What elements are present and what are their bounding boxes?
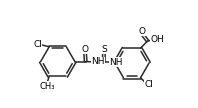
Text: OH: OH bbox=[151, 35, 165, 44]
Text: O: O bbox=[138, 27, 145, 36]
Text: Cl: Cl bbox=[145, 80, 153, 89]
Text: Cl: Cl bbox=[33, 40, 42, 49]
Text: O: O bbox=[82, 45, 89, 54]
Text: S: S bbox=[101, 45, 107, 54]
Text: CH₃: CH₃ bbox=[39, 82, 55, 91]
Text: NH: NH bbox=[109, 58, 123, 67]
Text: NH: NH bbox=[91, 57, 105, 66]
